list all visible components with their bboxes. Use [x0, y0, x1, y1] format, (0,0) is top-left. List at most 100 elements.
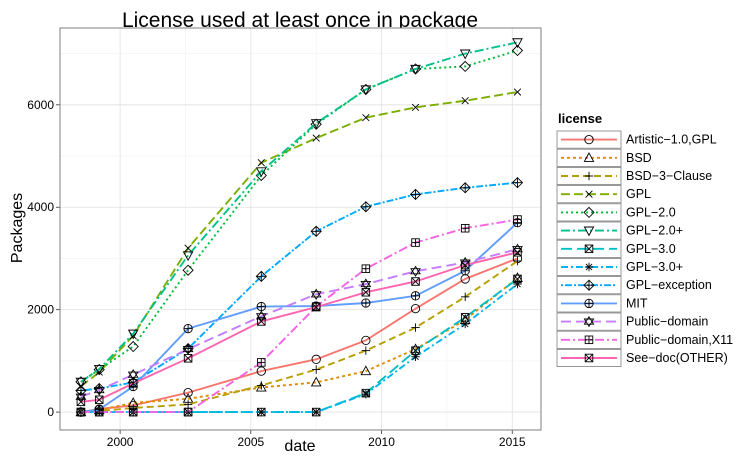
y-tick-label: 4000	[27, 200, 54, 214]
data-point	[256, 301, 266, 312]
data-point	[257, 381, 266, 390]
legend-label: GPL−2.0+	[626, 224, 683, 238]
data-point	[75, 377, 87, 388]
legend-key-marker	[583, 152, 595, 162]
data-point	[360, 278, 372, 290]
data-point	[183, 323, 193, 334]
data-point	[361, 335, 371, 346]
data-point	[127, 369, 139, 381]
x-tick-label: 2000	[107, 435, 134, 449]
data-point	[460, 319, 470, 329]
data-point	[361, 264, 371, 273]
legend-label: GPL	[626, 187, 651, 201]
data-point	[183, 407, 193, 417]
legend-label: MIT	[626, 296, 648, 310]
y-tick-label: 0	[47, 405, 54, 419]
legend-key-marker	[584, 262, 594, 272]
legend-key-marker	[584, 134, 594, 145]
data-point	[311, 302, 321, 312]
legend-label: GPL−2.0	[626, 205, 676, 219]
series-line	[80, 218, 518, 414]
series-line	[80, 221, 519, 414]
data-point	[256, 366, 266, 376]
data-point	[257, 358, 266, 367]
data-point	[459, 60, 471, 73]
data-point	[257, 159, 265, 167]
data-point	[311, 354, 321, 364]
x-tick-label: 2015	[499, 435, 526, 449]
data-point	[257, 407, 266, 417]
data-point	[513, 248, 522, 257]
data-point	[411, 323, 420, 332]
series-12	[76, 248, 522, 407]
data-point	[360, 201, 372, 213]
data-point	[410, 303, 421, 314]
data-point	[182, 251, 194, 262]
data-point	[128, 379, 138, 388]
legend-label: See−doc(OTHER)	[626, 351, 728, 365]
data-point	[411, 103, 420, 112]
legend-key-marker	[583, 315, 595, 328]
series-line	[80, 181, 518, 392]
y-axis-label: Packages	[9, 193, 26, 263]
data-point	[459, 182, 471, 194]
legend-key-marker	[584, 244, 594, 254]
y-tick-label: 2000	[27, 303, 54, 317]
data-point	[409, 188, 422, 201]
data-point	[255, 270, 267, 283]
data-point	[310, 225, 322, 237]
data-point	[513, 88, 522, 96]
legend-key-marker	[583, 279, 595, 291]
data-point	[127, 340, 139, 353]
legend-label: Artistic−1.0,GPL	[626, 133, 717, 147]
legend-item: Artistic−1.0,GPL	[556, 130, 717, 149]
data-point	[411, 352, 420, 361]
data-point	[513, 215, 522, 224]
series-line	[80, 257, 518, 414]
data-point	[182, 264, 194, 276]
legend-key-marker	[584, 171, 594, 181]
series-5	[75, 38, 523, 388]
data-point	[410, 291, 421, 301]
legend-key-marker	[584, 298, 594, 309]
legend: license Artistic−1.0,GPL BSD BSD−3−Clause G…	[556, 111, 742, 369]
data-point	[94, 407, 104, 417]
data-point	[461, 97, 469, 105]
data-point	[513, 256, 522, 266]
legend-label: Public−domain	[626, 315, 708, 329]
data-point	[361, 298, 371, 308]
legend-label: BSD	[626, 151, 652, 165]
data-point	[361, 287, 371, 297]
legend-label: BSD−3−Clause	[626, 169, 712, 183]
data-point	[310, 119, 322, 129]
series-line	[80, 248, 518, 398]
chart-title: License used at least once in package	[122, 9, 478, 32]
data-point	[362, 113, 370, 122]
data-point	[411, 277, 420, 286]
legend-key-box	[556, 203, 622, 222]
data-point	[513, 279, 522, 289]
data-point	[411, 238, 420, 247]
y-tick-label: 6000	[27, 98, 54, 112]
plot-border	[59, 27, 542, 431]
data-point	[512, 38, 523, 49]
data-point	[183, 400, 193, 409]
data-point	[312, 134, 320, 142]
legend-item: Public−domain,X11	[556, 330, 733, 349]
legend-item: GPL−2.0	[556, 203, 676, 222]
data-point	[93, 384, 105, 396]
data-point	[460, 223, 470, 233]
series-line	[80, 251, 518, 403]
data-point	[128, 407, 138, 417]
legend-item: GPL−3.0	[556, 239, 676, 258]
data-point	[360, 365, 372, 376]
data-point	[127, 329, 139, 340]
legend-label: GPL−3.0	[626, 242, 676, 256]
data-point	[257, 317, 266, 326]
data-point	[255, 167, 267, 178]
data-point	[410, 265, 421, 277]
legend-label: GPL−3.0+	[626, 260, 683, 274]
data-point	[410, 64, 421, 75]
